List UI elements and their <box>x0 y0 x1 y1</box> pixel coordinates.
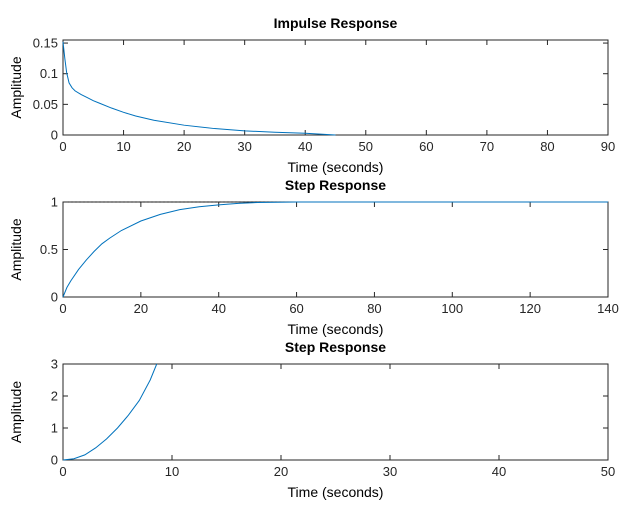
x-tick-label: 140 <box>597 301 619 316</box>
x-tick-label: 90 <box>601 139 615 154</box>
x-tick-label: 40 <box>492 464 506 479</box>
plot-frame <box>62 39 609 136</box>
y-tick-label: 0 <box>51 290 58 305</box>
response-curve <box>62 41 336 136</box>
x-axis-label: Time (seconds) <box>288 159 384 175</box>
response-curve <box>62 363 158 461</box>
y-tick-label: 0.15 <box>33 36 58 51</box>
x-tick-label: 60 <box>419 139 433 154</box>
x-tick-label: 40 <box>298 139 312 154</box>
y-tick-label: 3 <box>51 357 58 372</box>
y-tick-label: 0.1 <box>40 66 58 81</box>
x-axis-label: Time (seconds) <box>288 321 384 337</box>
response-curve <box>62 201 608 298</box>
chart-panel-2: 0 20 40 60 80 100 120 140 0 0.5 1 Step Response Time… <box>8 177 619 337</box>
x-tick-label: 20 <box>134 301 148 316</box>
x-tick-label: 0 <box>59 301 66 316</box>
y-tick-label: 0 <box>51 128 58 143</box>
y-axis-label: Amplitude <box>8 56 24 118</box>
x-tick-label: 70 <box>480 139 494 154</box>
x-tick-label: 10 <box>165 464 179 479</box>
chart-title: Step Response <box>285 177 386 193</box>
x-tick-label: 120 <box>519 301 541 316</box>
x-tick-label: 80 <box>367 301 381 316</box>
x-tick-label: 20 <box>274 464 288 479</box>
chart-title: Step Response <box>285 339 386 355</box>
plot-frame <box>62 363 609 461</box>
x-tick-label: 100 <box>441 301 463 316</box>
chart-panel-1: 0 10 20 30 40 50 60 70 80 90 0 0.05 0.1 0.15 Impulse R… <box>8 15 615 175</box>
y-tick-label: 0.05 <box>33 97 58 112</box>
x-tick-label: 80 <box>540 139 554 154</box>
y-tick-label: 1 <box>51 195 58 210</box>
plot-frame <box>62 201 609 298</box>
x-tick-label: 50 <box>601 464 615 479</box>
x-tick-label: 20 <box>177 139 191 154</box>
y-tick-label: 1 <box>51 421 58 436</box>
x-tick-label: 60 <box>289 301 303 316</box>
x-tick-label: 10 <box>116 139 130 154</box>
x-tick-label: 0 <box>59 139 66 154</box>
x-tick-label: 30 <box>383 464 397 479</box>
y-axis-label: Amplitude <box>8 381 24 443</box>
y-tick-label: 0 <box>51 453 58 468</box>
chart-panel-3: 0 10 20 30 40 50 0 1 2 3 Step Response Time (second… <box>8 339 615 500</box>
chart-title: Impulse Response <box>274 15 398 31</box>
y-tick-label: 2 <box>51 389 58 404</box>
x-tick-label: 40 <box>211 301 225 316</box>
x-tick-label: 30 <box>237 139 251 154</box>
x-tick-label: 0 <box>59 464 66 479</box>
x-axis-label: Time (seconds) <box>288 484 384 500</box>
y-axis-label: Amplitude <box>8 218 24 280</box>
y-tick-label: 0.5 <box>40 242 58 257</box>
x-tick-label: 50 <box>359 139 373 154</box>
